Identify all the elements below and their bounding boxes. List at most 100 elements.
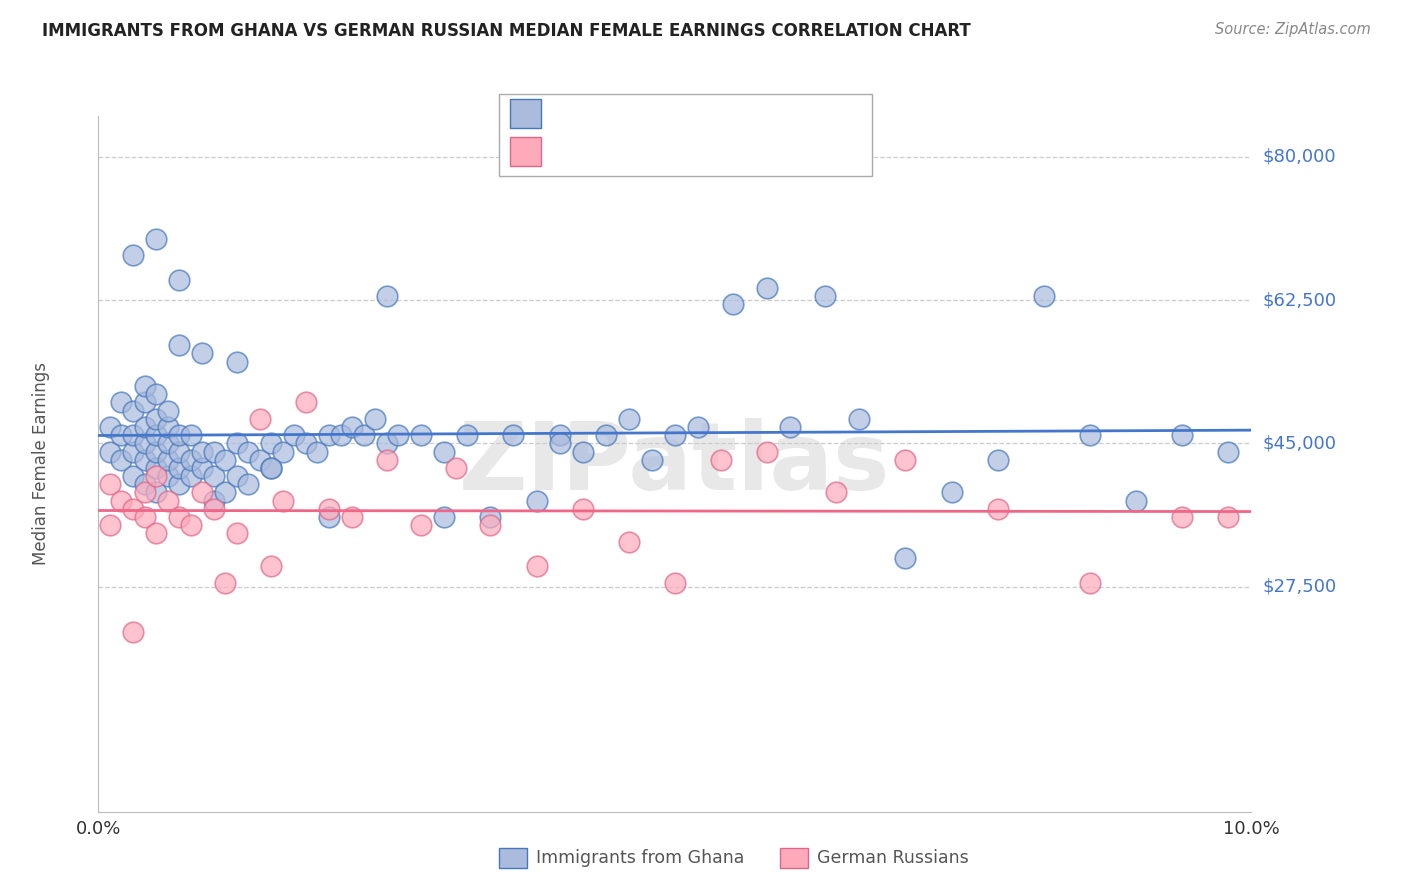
Text: -0.080: -0.080	[595, 143, 659, 161]
Text: R =: R =	[553, 143, 586, 161]
Point	[318, 428, 340, 442]
Point	[134, 436, 156, 450]
Text: 38: 38	[718, 143, 744, 161]
Point	[411, 428, 433, 442]
Point	[122, 444, 145, 458]
Point	[167, 461, 190, 475]
Point	[214, 575, 236, 590]
Point	[295, 395, 318, 409]
Point	[202, 501, 225, 516]
Point	[340, 510, 363, 524]
Point	[353, 428, 375, 442]
Point	[202, 493, 225, 508]
Point	[318, 510, 340, 524]
Point	[1078, 428, 1101, 442]
Point	[225, 354, 247, 368]
Point	[987, 501, 1010, 516]
Point	[941, 485, 963, 500]
Point	[444, 461, 467, 475]
Point	[98, 518, 121, 533]
Point	[756, 444, 779, 458]
Text: Source: ZipAtlas.com: Source: ZipAtlas.com	[1215, 22, 1371, 37]
Point	[894, 452, 917, 467]
Point	[375, 436, 398, 450]
Point	[433, 510, 456, 524]
Point	[721, 297, 744, 311]
Point	[526, 559, 548, 574]
Point	[664, 428, 686, 442]
Point	[98, 420, 121, 434]
Point	[340, 420, 363, 434]
Point	[167, 273, 190, 287]
Point	[145, 444, 167, 458]
Point	[225, 526, 247, 541]
Point	[145, 387, 167, 401]
Point	[180, 452, 202, 467]
Point	[260, 436, 283, 450]
Point	[156, 420, 179, 434]
Point	[225, 469, 247, 483]
Point	[180, 518, 202, 533]
Point	[134, 485, 156, 500]
Point	[617, 534, 640, 549]
Point	[145, 485, 167, 500]
Point	[1218, 510, 1240, 524]
Point	[271, 444, 294, 458]
Point	[526, 493, 548, 508]
Point	[191, 461, 214, 475]
Text: ZIPatlas: ZIPatlas	[460, 417, 890, 510]
Point	[548, 436, 571, 450]
Point	[686, 420, 709, 434]
Text: $45,000: $45,000	[1263, 434, 1337, 452]
Point	[271, 493, 294, 508]
Point	[260, 461, 283, 475]
Text: $27,500: $27,500	[1263, 578, 1337, 596]
Point	[1218, 444, 1240, 458]
Point	[1125, 493, 1147, 508]
Point	[710, 452, 733, 467]
Point	[283, 428, 305, 442]
Point	[479, 518, 502, 533]
Point	[122, 501, 145, 516]
Point	[156, 493, 179, 508]
Point	[295, 436, 318, 450]
Point	[145, 461, 167, 475]
Point	[167, 428, 190, 442]
Point	[894, 551, 917, 566]
Point	[180, 469, 202, 483]
Point	[145, 232, 167, 246]
Point	[260, 559, 283, 574]
Point	[548, 428, 571, 442]
Point	[1171, 510, 1194, 524]
Point	[122, 469, 145, 483]
Point	[145, 526, 167, 541]
Point	[98, 444, 121, 458]
Point	[260, 461, 283, 475]
Point	[479, 510, 502, 524]
Point	[202, 469, 225, 483]
Point	[191, 485, 214, 500]
Point	[375, 289, 398, 303]
Point	[134, 379, 156, 393]
Point	[318, 501, 340, 516]
Point	[1171, 428, 1194, 442]
Point	[387, 428, 409, 442]
Point	[145, 469, 167, 483]
Point	[1078, 575, 1101, 590]
Text: $80,000: $80,000	[1263, 148, 1337, 166]
Point	[1032, 289, 1054, 303]
Point	[156, 436, 179, 450]
Point	[249, 452, 271, 467]
Point	[571, 501, 593, 516]
Point	[110, 493, 132, 508]
Point	[122, 248, 145, 262]
Text: 95: 95	[718, 104, 744, 122]
Text: $62,500: $62,500	[1263, 291, 1337, 310]
Point	[456, 428, 478, 442]
Point	[156, 452, 179, 467]
Point	[595, 428, 617, 442]
Point	[756, 281, 779, 295]
Point	[110, 452, 132, 467]
Point	[238, 477, 260, 491]
Point	[225, 436, 247, 450]
